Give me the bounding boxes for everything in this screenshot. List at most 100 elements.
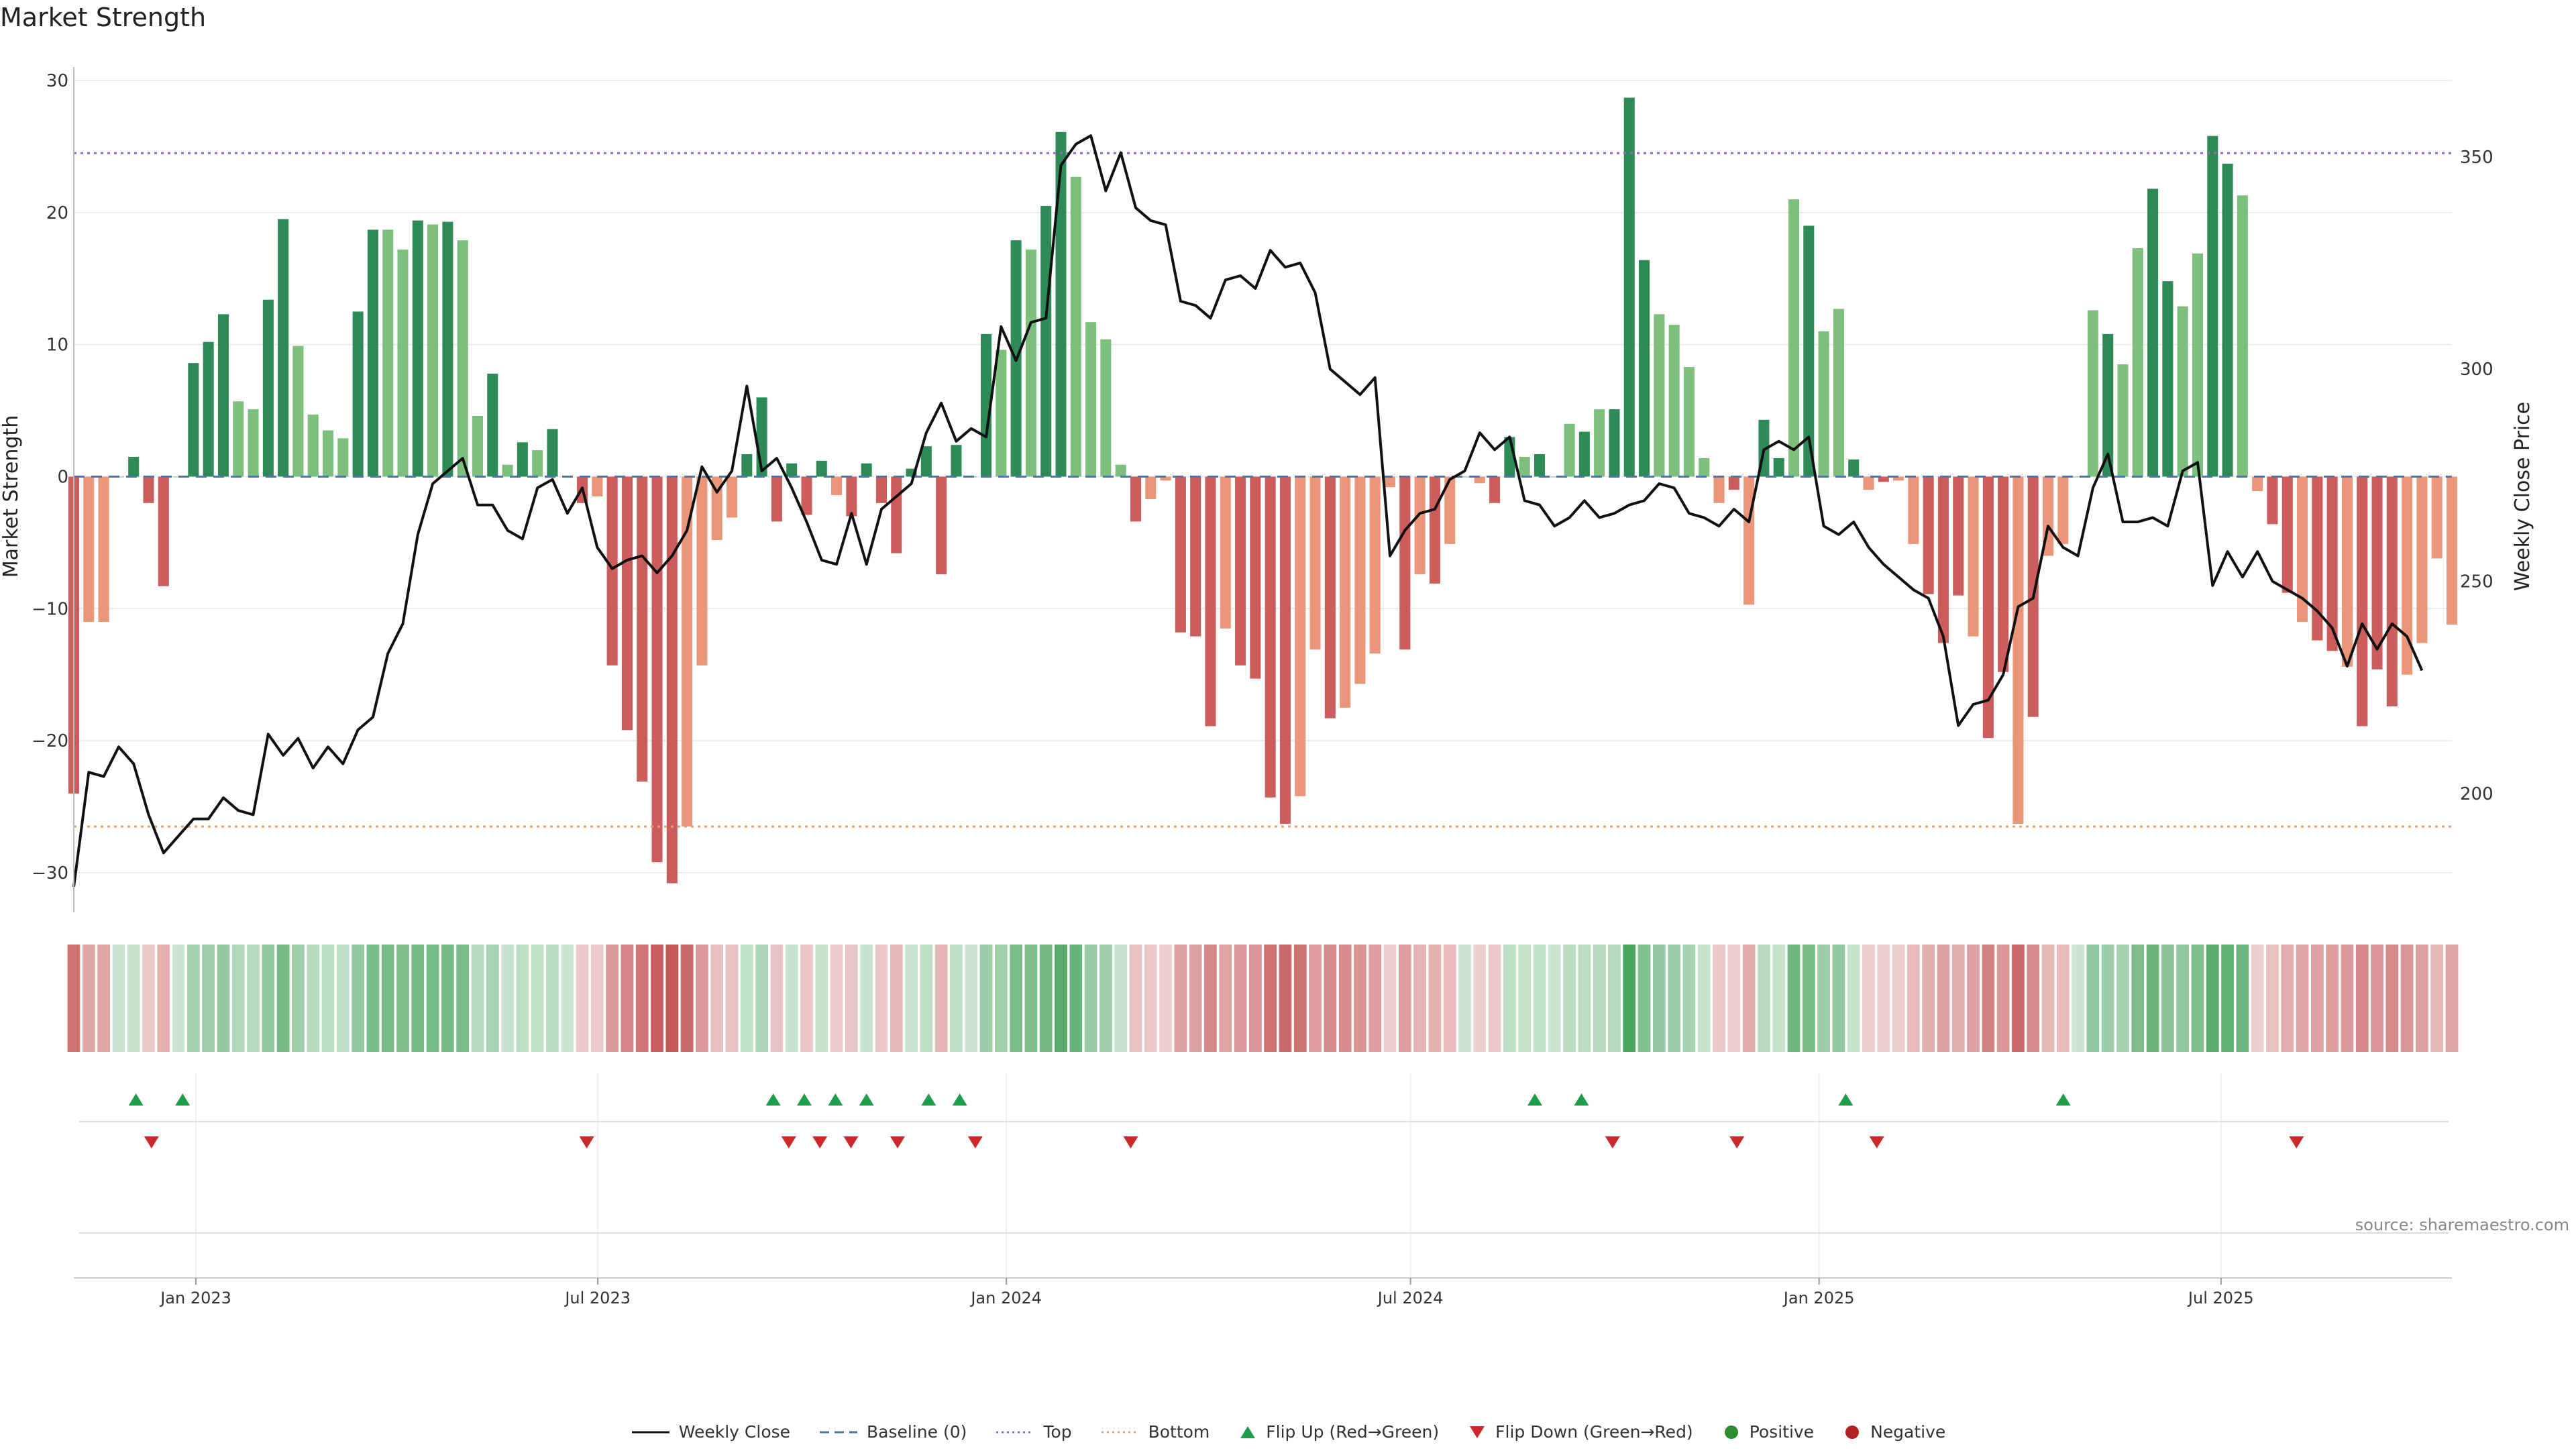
strength-bar bbox=[2402, 476, 2413, 675]
strength-bar bbox=[1175, 476, 1186, 633]
heat-cell bbox=[2146, 945, 2159, 1052]
heat-cell bbox=[1758, 945, 1770, 1052]
strength-bar bbox=[1803, 225, 1815, 477]
legend-weekly-close: Weekly Close bbox=[631, 1422, 790, 1442]
flip-down-marker bbox=[812, 1136, 828, 1148]
heat-cell bbox=[1623, 945, 1636, 1052]
strength-bar bbox=[2147, 189, 2159, 477]
heat-cell bbox=[381, 945, 394, 1052]
heat-cell bbox=[875, 945, 888, 1052]
dotted-line-icon bbox=[1101, 1431, 1139, 1433]
heat-cell bbox=[2236, 945, 2249, 1052]
heat-cell bbox=[2430, 945, 2444, 1052]
heat-cell bbox=[710, 945, 724, 1052]
strength-bar bbox=[1414, 476, 1426, 575]
strength-bar bbox=[1668, 325, 1680, 477]
y-tick-label: 0 bbox=[57, 467, 68, 487]
heat-cell bbox=[1010, 945, 1022, 1052]
strength-bar bbox=[1145, 476, 1157, 499]
strength-bar bbox=[2326, 476, 2338, 651]
heat-cell bbox=[860, 945, 873, 1052]
heat-cell bbox=[590, 945, 604, 1052]
legend-label: Weekly Close bbox=[678, 1422, 791, 1442]
strength-bar bbox=[1998, 476, 2009, 672]
strength-bar bbox=[352, 311, 364, 477]
strength-bar bbox=[920, 446, 932, 477]
y2-tick-label: 300 bbox=[2460, 360, 2493, 380]
heat-cell bbox=[2131, 945, 2145, 1052]
strength-bar bbox=[1878, 476, 1889, 482]
flip-up-marker bbox=[952, 1093, 967, 1106]
strength-bar bbox=[412, 220, 423, 477]
heat-cell bbox=[1413, 945, 1426, 1052]
strength-bar bbox=[1205, 476, 1216, 727]
legend-flip-down: Flip Down (Green→Red) bbox=[1467, 1422, 1693, 1442]
heat-cell bbox=[426, 945, 439, 1052]
heat-cell bbox=[157, 945, 170, 1052]
heat-cell bbox=[97, 945, 110, 1052]
strength-bar bbox=[2282, 476, 2293, 593]
strength-bar bbox=[2102, 333, 2114, 477]
weekly-close-line bbox=[72, 134, 2424, 888]
flip-down-marker bbox=[1605, 1136, 1620, 1148]
flip-up-marker bbox=[859, 1093, 874, 1106]
y-axis-title: Market Strength bbox=[0, 415, 23, 578]
strength-bar bbox=[831, 476, 843, 496]
heat-cell bbox=[800, 945, 813, 1052]
heat-cell bbox=[1787, 945, 1801, 1052]
strength-bar bbox=[472, 415, 484, 477]
legend-label: Positive bbox=[1749, 1422, 1815, 1442]
strength-bar bbox=[726, 476, 738, 518]
heat-cell bbox=[1713, 945, 1725, 1052]
strength-bar bbox=[1982, 476, 1994, 739]
heat-cell bbox=[276, 945, 290, 1052]
heat-strip bbox=[67, 945, 2459, 1052]
heat-cell bbox=[1473, 945, 1487, 1052]
heat-cell bbox=[202, 945, 215, 1052]
heat-cell bbox=[1922, 945, 1935, 1052]
strength-bar bbox=[981, 333, 992, 477]
heat-cell bbox=[441, 945, 454, 1052]
strength-bar bbox=[1773, 458, 1784, 477]
strength-bar bbox=[98, 476, 109, 622]
legend-baseline: Baseline (0) bbox=[818, 1422, 967, 1442]
strength-bar bbox=[1489, 476, 1501, 503]
heat-cell bbox=[546, 945, 559, 1052]
heat-cell bbox=[1159, 945, 1172, 1052]
grid-layer bbox=[74, 80, 2452, 873]
heat-cell bbox=[1563, 945, 1576, 1052]
heat-cell bbox=[1189, 945, 1202, 1052]
strength-bar bbox=[2132, 248, 2143, 477]
heat-cell bbox=[2371, 945, 2383, 1052]
heat-cell bbox=[1996, 945, 2010, 1052]
strength-bar bbox=[203, 341, 214, 477]
x-tick-label: Jul 2025 bbox=[2187, 1289, 2254, 1307]
flip-up-marker bbox=[921, 1093, 936, 1106]
heat-cell bbox=[2056, 945, 2070, 1052]
heat-cell bbox=[262, 945, 275, 1052]
flip-down-marker bbox=[579, 1136, 594, 1148]
heat-cell bbox=[1219, 945, 1232, 1052]
heat-cell bbox=[2221, 945, 2234, 1052]
heat-cell bbox=[366, 945, 380, 1052]
page-title: Market Strength bbox=[0, 3, 207, 32]
heat-cell bbox=[456, 945, 470, 1052]
heat-cell bbox=[231, 945, 245, 1052]
strength-bar bbox=[1923, 476, 1934, 594]
strength-bar bbox=[128, 456, 140, 477]
heat-cell bbox=[1668, 945, 1680, 1052]
heat-cell bbox=[1907, 945, 1920, 1052]
strength-bar bbox=[1340, 476, 1351, 708]
weekly-close-layer bbox=[72, 134, 2424, 888]
heat-cell bbox=[1772, 945, 1786, 1052]
heat-cell bbox=[965, 945, 978, 1052]
heat-cell bbox=[2445, 945, 2459, 1052]
heat-cell bbox=[2355, 945, 2369, 1052]
strength-bar bbox=[696, 476, 708, 665]
strength-bar bbox=[2297, 476, 2308, 622]
strength-bar bbox=[1937, 476, 1949, 643]
heat-cell bbox=[1428, 945, 1442, 1052]
heat-cell bbox=[1264, 945, 1277, 1052]
heat-cell bbox=[2191, 945, 2204, 1052]
